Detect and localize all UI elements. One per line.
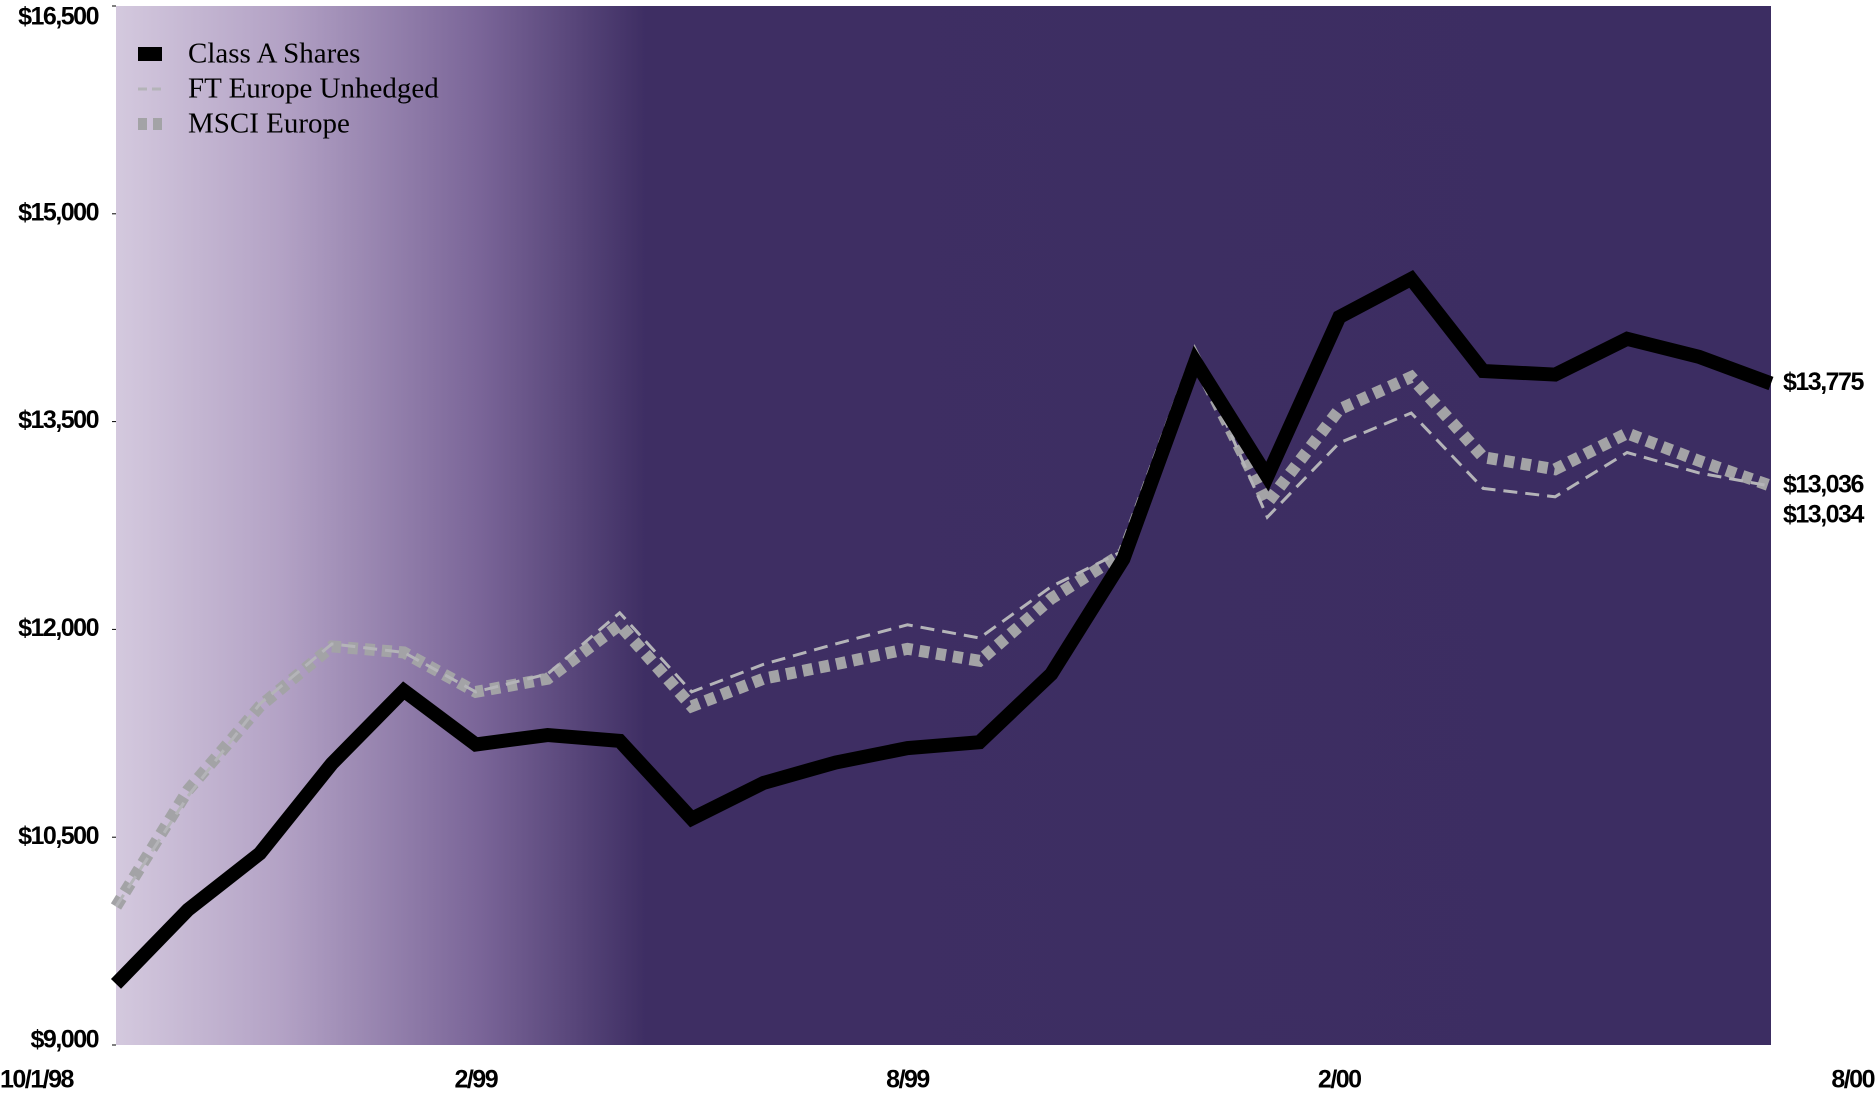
x-tick-label: 2/99 xyxy=(454,1066,497,1094)
series-line xyxy=(110,269,1774,989)
plot-background xyxy=(116,6,1771,1045)
series-line xyxy=(114,349,1772,908)
y-tick-label: $16,500 xyxy=(18,3,98,31)
x-tick-label: 10/1/98 xyxy=(0,1066,75,1094)
y-tick-label: $12,000 xyxy=(18,614,98,642)
series-line xyxy=(110,344,1773,910)
y-tick-label: $15,000 xyxy=(18,198,98,226)
x-tick-label: 2/00 xyxy=(1318,1066,1361,1094)
x-tick-label: 8/99 xyxy=(886,1066,929,1094)
end-value-label: $13,775 xyxy=(1783,368,1864,396)
x-tick-label: 8/00 xyxy=(1831,1066,1874,1094)
y-tick-label: $9,000 xyxy=(31,1026,99,1054)
legend-label: MSCI Europe xyxy=(188,108,350,140)
end-value-label: $13,036 xyxy=(1783,470,1863,498)
y-tick-label: $10,500 xyxy=(18,822,98,850)
y-tick-label: $13,500 xyxy=(18,406,98,434)
legend-label: FT Europe Unhedged xyxy=(188,73,439,105)
end-value-label: $13,034 xyxy=(1783,500,1864,528)
legend-label: Class A Shares xyxy=(188,38,360,70)
